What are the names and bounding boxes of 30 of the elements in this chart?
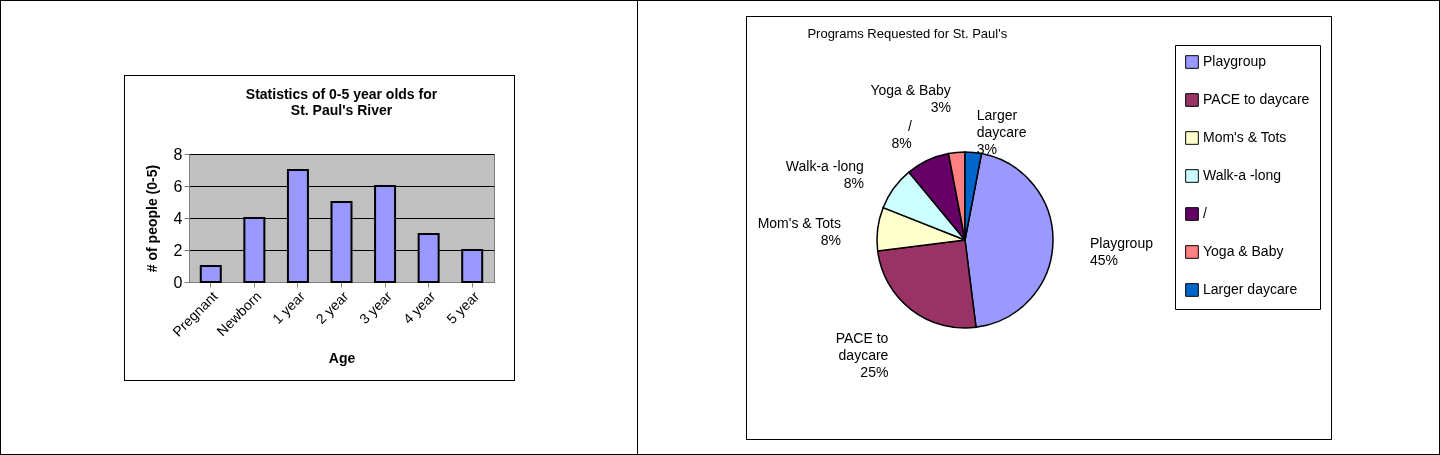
slice-label: Mom's & Tots — [757, 214, 841, 231]
x-axis-title: Age — [328, 349, 355, 366]
data-label: 25% — [859, 363, 888, 380]
y-tick-label: 6 — [173, 177, 183, 194]
data-label: 3% — [930, 98, 951, 115]
slice-label: Walk-a -long — [785, 157, 864, 174]
slice-label: Playgroup — [1089, 234, 1153, 251]
slice-label: Larger daycare — [976, 106, 1027, 140]
legend-label: Playgroup — [1202, 52, 1266, 69]
slice-label: Yoga & Baby — [869, 81, 951, 98]
chart-title: Statistics of 0-5 year olds for St. Paul's River — [245, 85, 438, 118]
data-label: 8% — [820, 231, 841, 248]
bar — [199, 264, 222, 283]
y-tick-label: 2 — [173, 241, 183, 258]
legend-label: PACE to daycare — [1202, 90, 1310, 107]
data-label: 8% — [891, 134, 912, 151]
legend-label: Walk-a -long — [1202, 166, 1281, 183]
legend-label: Mom's & Tots — [1202, 128, 1286, 145]
slice-label: PACE to daycare — [835, 329, 889, 363]
y-tick-label: 8 — [173, 145, 183, 162]
legend-label: / — [1202, 204, 1207, 221]
y-axis-title: # of people (0-5) — [143, 164, 160, 272]
data-label: 8% — [843, 174, 864, 191]
y-tick-label: 4 — [173, 209, 183, 226]
chart-title: Programs Requested for St. Paul's — [806, 25, 1008, 40]
legend-label: Yoga & Baby — [1202, 242, 1283, 259]
data-label: 45% — [1089, 251, 1118, 268]
legend-label: Larger daycare — [1202, 280, 1297, 297]
slice-label: / — [907, 117, 912, 134]
y-tick-label: 0 — [173, 273, 183, 290]
